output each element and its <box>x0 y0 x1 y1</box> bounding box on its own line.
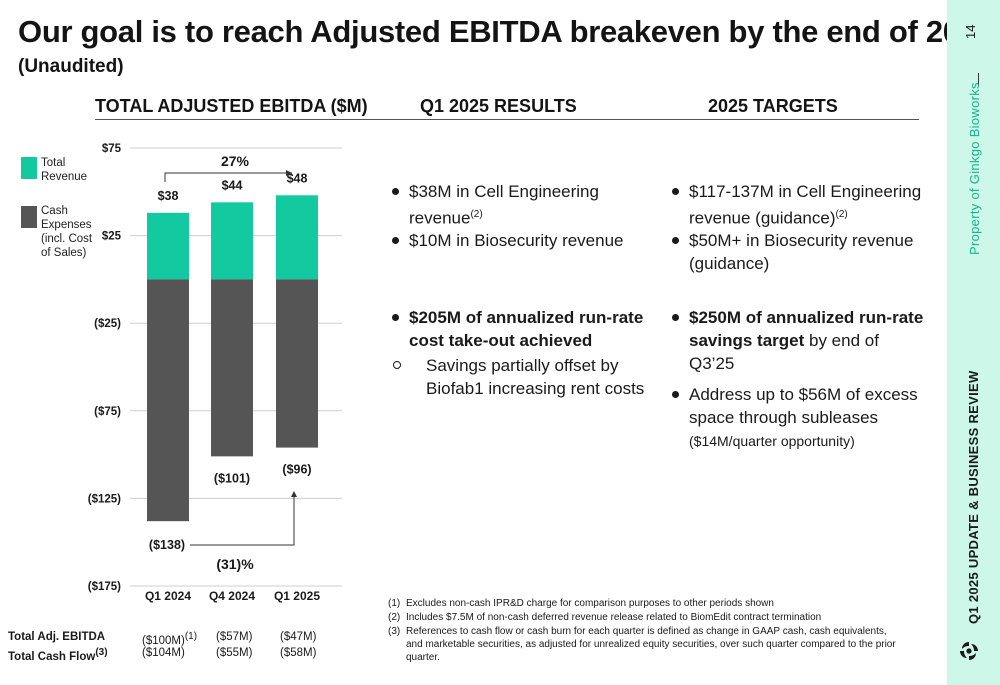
row-label-adj-ebitda: Total Adj. EBITDA <box>8 631 106 643</box>
row-label-cash-flow: Total Cash Flow(3) <box>8 647 108 663</box>
deck-title: Q1 2025 UPDATE & BUSINESS REVIEW <box>966 370 981 624</box>
y-tick-label: $25 <box>102 231 122 243</box>
expense-bar <box>147 279 189 522</box>
revenue-bar <box>276 195 318 280</box>
targets-heading: 2025 TARGETS <box>708 96 838 116</box>
page-title: Our goal is to reach Adjusted EBITDA bre… <box>18 14 994 49</box>
cell-cashflow-q1-2025: ($58M) <box>280 647 317 659</box>
revenue-bar <box>147 212 189 280</box>
results-heading: Q1 2025 RESULTS <box>420 96 577 116</box>
cell-ebitda-q1-2025: ($47M) <box>280 631 317 643</box>
revenue-growth-bracket <box>164 172 292 182</box>
y-tick-label: $75 <box>102 143 122 155</box>
ebitda-chart: $75 $25 ($25) ($75) ($125) ($175) Q1 2024 $38 (… <box>88 143 342 603</box>
revenue-growth-annotation: 27% <box>221 153 250 169</box>
legend-revenue-label: Total Revenue <box>41 157 88 183</box>
expense-data-label: ($101) <box>214 471 250 485</box>
page-subtitle: (Unaudited) <box>18 56 124 77</box>
chart-heading: TOTAL ADJUSTED EBITDA ($M) <box>95 96 368 116</box>
footnote-3: (3) References to cash flow or cash burn … <box>388 626 896 663</box>
expense-data-label: ($138) <box>149 538 185 552</box>
revenue-data-label: $48 <box>287 171 308 185</box>
ginkgo-logo-icon <box>960 642 978 660</box>
cell-cashflow-q1-2024: ($104M) <box>142 647 185 659</box>
header-divider <box>95 119 919 120</box>
property-label: Property of Ginkgo Bioworks <box>967 82 982 255</box>
footnote-1: (1) Excludes non-cash IPR&D charge for co… <box>388 598 774 609</box>
expense-bar <box>211 279 253 457</box>
y-tick-label: ($125) <box>88 493 121 505</box>
sidebar <box>947 0 1000 685</box>
revenue-data-label: $38 <box>158 189 179 203</box>
expense-change-arrowhead <box>291 491 297 497</box>
cell-ebitda-q4-2024: ($57M) <box>216 631 253 643</box>
x-tick-label: Q1 2024 <box>145 589 191 603</box>
page-number: 14 <box>963 24 978 39</box>
legend-expenses-label: Cash Expenses (incl. Cost of Sales) <box>41 205 93 259</box>
revenue-data-label: $44 <box>222 178 243 192</box>
legend-expenses-swatch <box>21 206 37 228</box>
legend-revenue-swatch <box>21 157 37 179</box>
y-tick-label: ($25) <box>94 318 121 330</box>
x-tick-label: Q1 2025 <box>274 589 320 603</box>
revenue-growth-arrowhead <box>286 170 292 176</box>
expense-change-annotation: (31)% <box>216 556 254 572</box>
y-tick-label: ($175) <box>88 581 121 593</box>
cell-cashflow-q4-2024: ($55M) <box>216 647 253 659</box>
y-tick-label: ($75) <box>94 406 121 418</box>
cell-ebitda-q1-2024: ($100M)(1) <box>142 631 198 647</box>
expense-data-label: ($96) <box>282 463 311 477</box>
x-tick-label: Q4 2024 <box>209 589 255 603</box>
revenue-bar <box>211 202 253 280</box>
expense-change-bracket <box>190 495 295 546</box>
expense-bar <box>276 279 318 448</box>
footnote-2: (2) Includes $7.5M of non-cash deferred r… <box>388 612 822 623</box>
